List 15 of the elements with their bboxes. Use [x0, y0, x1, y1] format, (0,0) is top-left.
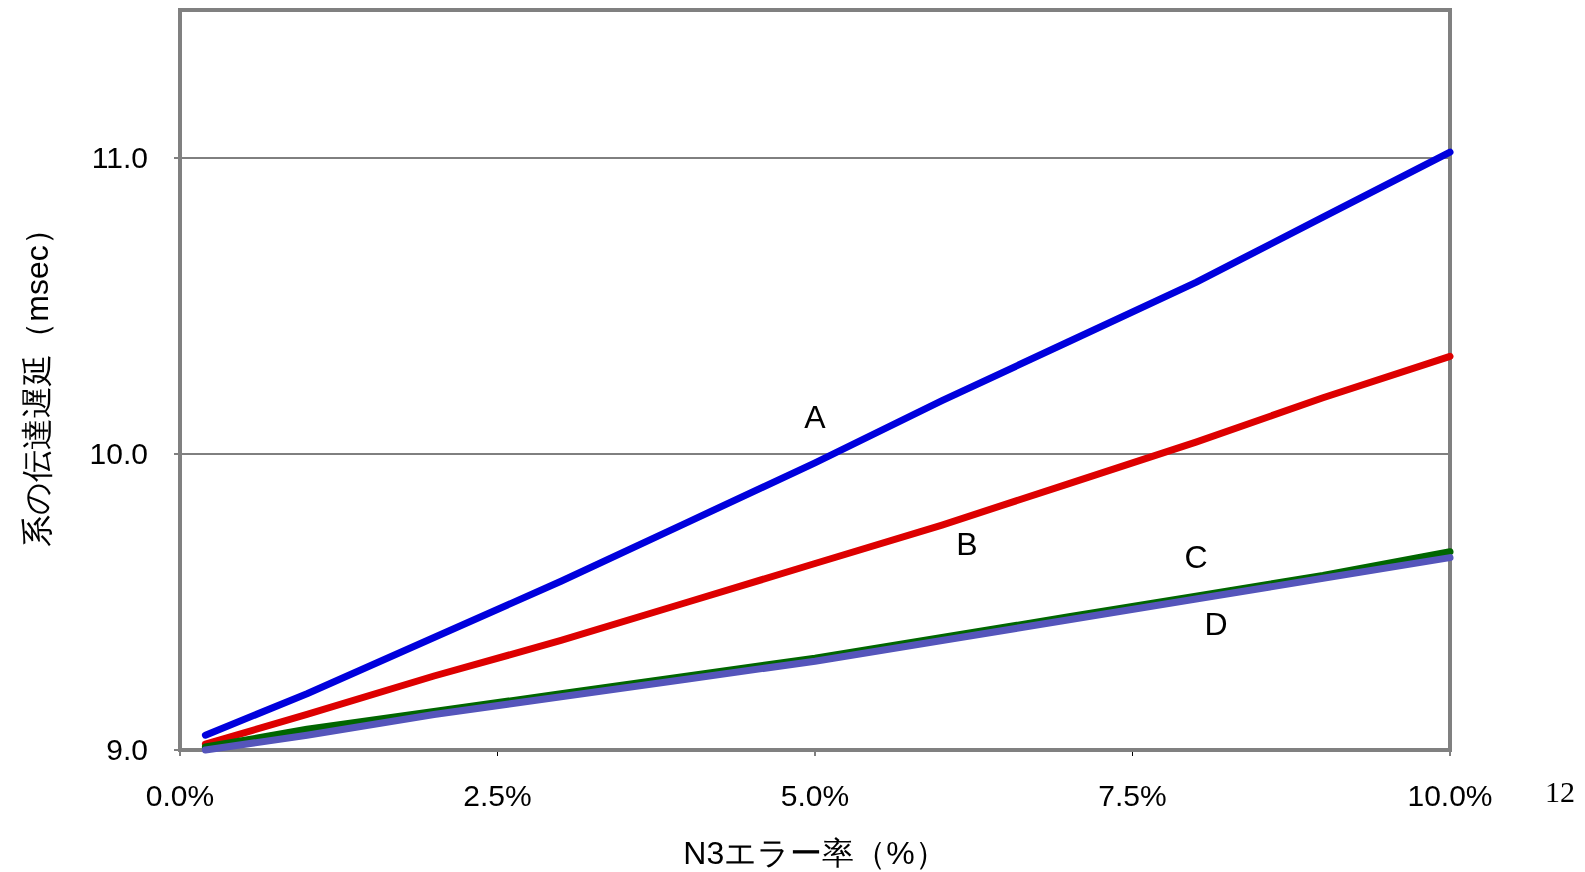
- x-axis-title: N3エラー率（%）: [683, 835, 947, 871]
- x-tick-label: 7.5%: [1098, 779, 1167, 812]
- y-tick-label: 11.0: [91, 141, 148, 174]
- y-tick-label: 10.0: [89, 437, 148, 470]
- x-tick-label: 2.5%: [463, 779, 532, 812]
- x-tick-label: 0.0%: [145, 779, 215, 812]
- text: 12: [1545, 775, 1575, 808]
- series-label: A: [804, 398, 827, 435]
- series-label: B: [956, 526, 978, 563]
- series-label: C: [1184, 539, 1208, 576]
- x-tick-label: 5.0%: [780, 779, 850, 812]
- y-tick-label: 9.0: [106, 733, 148, 766]
- y-axis-title: 系の伝達遅延（msec）: [19, 213, 55, 547]
- series-label: D: [1204, 606, 1228, 643]
- x-tick-label: 10.0%: [1407, 779, 1493, 812]
